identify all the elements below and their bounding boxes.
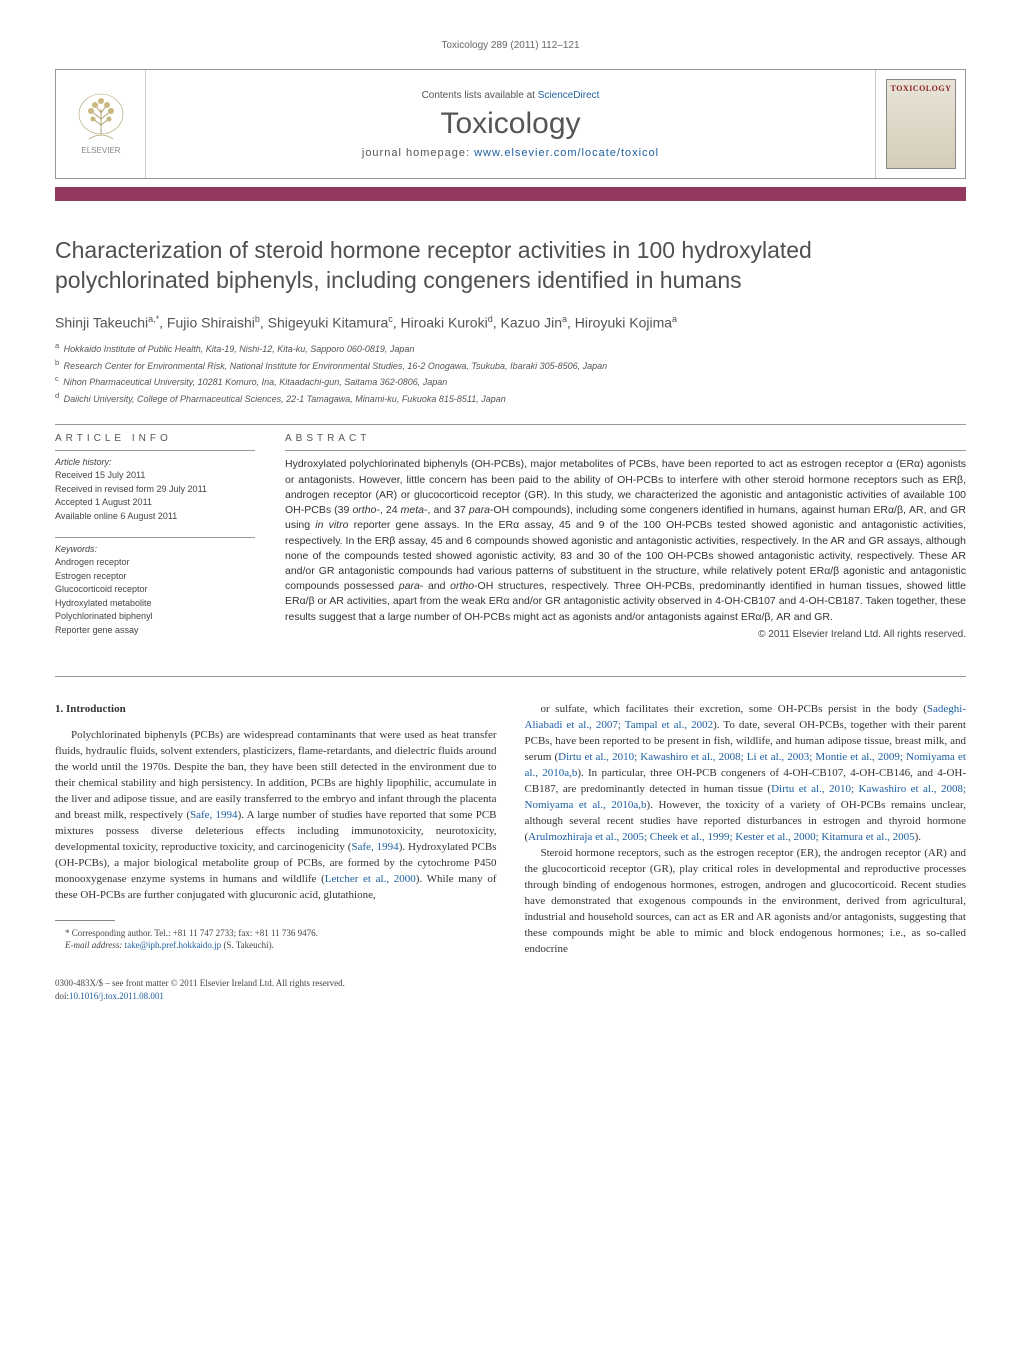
body-column-right: or sulfate, which facilitates their excr… (525, 702, 967, 957)
history-line: Received 15 July 2011 (55, 469, 255, 483)
accent-bar (55, 187, 966, 201)
corresponding-line-1: * Corresponding author. Tel.: +81 11 747… (55, 927, 497, 940)
publisher-name: ELSEVIER (81, 146, 120, 155)
journal-homepage-link[interactable]: www.elsevier.com/locate/toxicol (474, 147, 659, 159)
masthead-center: Contents lists available at ScienceDirec… (146, 70, 875, 178)
article-title: Characterization of steroid hormone rece… (55, 236, 966, 296)
history-line: Accepted 1 August 2011 (55, 496, 255, 510)
keyword-line: Estrogen receptor (55, 570, 255, 584)
keyword-line: Glucocorticoid receptor (55, 583, 255, 597)
article-info-column: article info Article history: Received 1… (55, 433, 255, 651)
homepage-prefix: journal homepage: (362, 147, 474, 159)
divider (55, 676, 966, 677)
divider (55, 424, 966, 425)
running-header: Toxicology 289 (2011) 112–121 (55, 40, 966, 51)
article-history-heading: Article history: (55, 457, 255, 467)
footnote-separator (55, 920, 115, 921)
affiliation-line: d Daiichi University, College of Pharmac… (55, 390, 966, 407)
journal-cover-title: TOXICOLOGY (891, 84, 951, 93)
corresponding-email-link[interactable]: take@iph.pref.hokkaido.jp (125, 940, 222, 950)
doi-line: doi:10.1016/j.tox.2011.08.001 (55, 990, 966, 1003)
article-info-label: article info (55, 433, 255, 444)
abstract-label: abstract (285, 433, 966, 444)
section-number: 1. (55, 703, 63, 715)
email-label: E-mail address: (65, 940, 125, 950)
corresponding-suffix: (S. Takeuchi). (221, 940, 274, 950)
history-line: Received in revised form 29 July 2011 (55, 483, 255, 497)
contents-prefix: Contents lists available at (422, 90, 538, 101)
affiliations: a Hokkaido Institute of Public Health, K… (55, 340, 966, 406)
sciencedirect-link[interactable]: ScienceDirect (538, 90, 600, 101)
journal-masthead: ELSEVIER Contents lists available at Sci… (55, 69, 966, 179)
author-list: Shinji Takeuchia,*, Fujio Shiraishib, Sh… (55, 314, 966, 331)
elsevier-tree-logo: ELSEVIER (71, 89, 131, 159)
contents-list-line: Contents lists available at ScienceDirec… (422, 90, 600, 101)
doi-link[interactable]: 10.1016/j.tox.2011.08.001 (69, 991, 164, 1001)
affiliation-line: a Hokkaido Institute of Public Health, K… (55, 340, 966, 357)
body-column-left: 1. Introduction Polychlorinated biphenyl… (55, 702, 497, 957)
keywords-block: Keywords: Androgen receptorEstrogen rece… (55, 537, 255, 637)
section-title: Introduction (66, 703, 126, 715)
intro-paragraph-1: Polychlorinated biphenyls (PCBs) are wid… (55, 728, 497, 903)
history-line: Available online 6 August 2011 (55, 510, 255, 524)
body-columns: 1. Introduction Polychlorinated biphenyl… (55, 702, 966, 957)
affiliation-line: b Research Center for Environmental Risk… (55, 357, 966, 374)
journal-name: Toxicology (440, 107, 580, 141)
abstract-copyright: © 2011 Elsevier Ireland Ltd. All rights … (285, 629, 966, 640)
abstract-text: Hydroxylated polychlorinated biphenyls (… (285, 450, 966, 624)
abstract-column: abstract Hydroxylated polychlorinated bi… (285, 433, 966, 651)
journal-cover-cell: TOXICOLOGY (875, 70, 965, 178)
keywords-heading: Keywords: (55, 544, 255, 554)
journal-cover-thumbnail: TOXICOLOGY (886, 79, 956, 169)
section-heading-intro: 1. Introduction (55, 702, 497, 718)
page-footer: 0300-483X/$ – see front matter © 2011 El… (55, 977, 966, 1002)
doi-prefix: doi: (55, 991, 69, 1001)
affiliation-line: c Nihon Pharmaceutical University, 10281… (55, 373, 966, 390)
corresponding-author-note: * Corresponding author. Tel.: +81 11 747… (55, 927, 497, 952)
keyword-line: Hydroxylated metabolite (55, 597, 255, 611)
copyright-footer-line: 0300-483X/$ – see front matter © 2011 El… (55, 977, 966, 990)
intro-paragraph-2: or sulfate, which facilitates their excr… (525, 702, 967, 845)
keyword-line: Polychlorinated biphenyl (55, 610, 255, 624)
keyword-line: Reporter gene assay (55, 624, 255, 638)
keyword-line: Androgen receptor (55, 556, 255, 570)
article-history-block: Article history: Received 15 July 2011Re… (55, 450, 255, 523)
info-abstract-row: article info Article history: Received 1… (55, 433, 966, 651)
publisher-logo-cell: ELSEVIER (56, 70, 146, 178)
corresponding-line-2: E-mail address: take@iph.pref.hokkaido.j… (55, 939, 497, 952)
journal-homepage-line: journal homepage: www.elsevier.com/locat… (362, 147, 659, 159)
intro-paragraph-3: Steroid hormone receptors, such as the e… (525, 846, 967, 958)
